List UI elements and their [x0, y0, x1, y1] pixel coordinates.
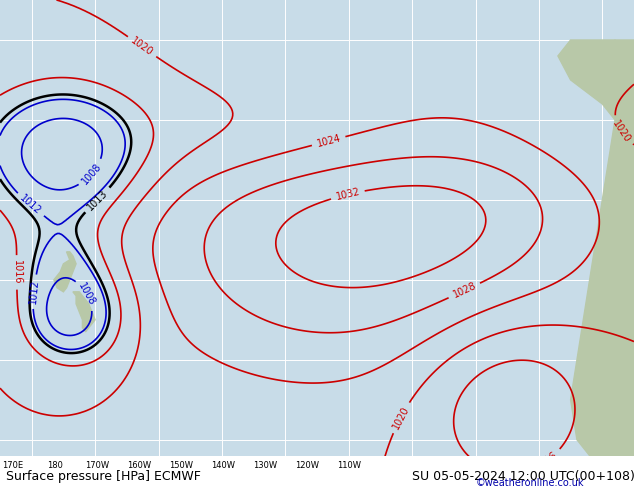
- Text: 1016: 1016: [534, 449, 560, 471]
- Polygon shape: [73, 292, 95, 332]
- Text: 1020: 1020: [391, 404, 411, 431]
- Polygon shape: [571, 40, 634, 456]
- Text: 130W: 130W: [252, 461, 277, 470]
- Text: 1028: 1028: [451, 281, 477, 300]
- Text: 1032: 1032: [335, 187, 361, 202]
- Polygon shape: [558, 40, 615, 120]
- Text: 1020: 1020: [611, 118, 632, 144]
- Text: 1008: 1008: [80, 161, 104, 186]
- Polygon shape: [54, 252, 76, 292]
- Text: 150W: 150W: [169, 461, 193, 470]
- Text: Surface pressure [HPa] ECMWF: Surface pressure [HPa] ECMWF: [6, 470, 201, 483]
- Text: 1016: 1016: [11, 260, 22, 285]
- Text: 1020: 1020: [129, 35, 155, 58]
- Text: 110W: 110W: [337, 461, 361, 470]
- Text: 1008: 1008: [77, 281, 97, 308]
- Text: 160W: 160W: [127, 461, 151, 470]
- Text: SU 05-05-2024 12:00 UTC(00+108): SU 05-05-2024 12:00 UTC(00+108): [412, 470, 634, 483]
- Text: 120W: 120W: [295, 461, 319, 470]
- Text: 170W: 170W: [84, 461, 109, 470]
- Text: 140W: 140W: [210, 461, 235, 470]
- Text: ©weatheronline.co.uk: ©weatheronline.co.uk: [476, 478, 584, 488]
- Text: 1012: 1012: [28, 279, 40, 304]
- Text: 1012: 1012: [18, 193, 43, 217]
- Text: 170E: 170E: [2, 461, 23, 470]
- Text: 180: 180: [47, 461, 63, 470]
- Text: 1013: 1013: [86, 188, 110, 212]
- Text: 1024: 1024: [316, 133, 342, 149]
